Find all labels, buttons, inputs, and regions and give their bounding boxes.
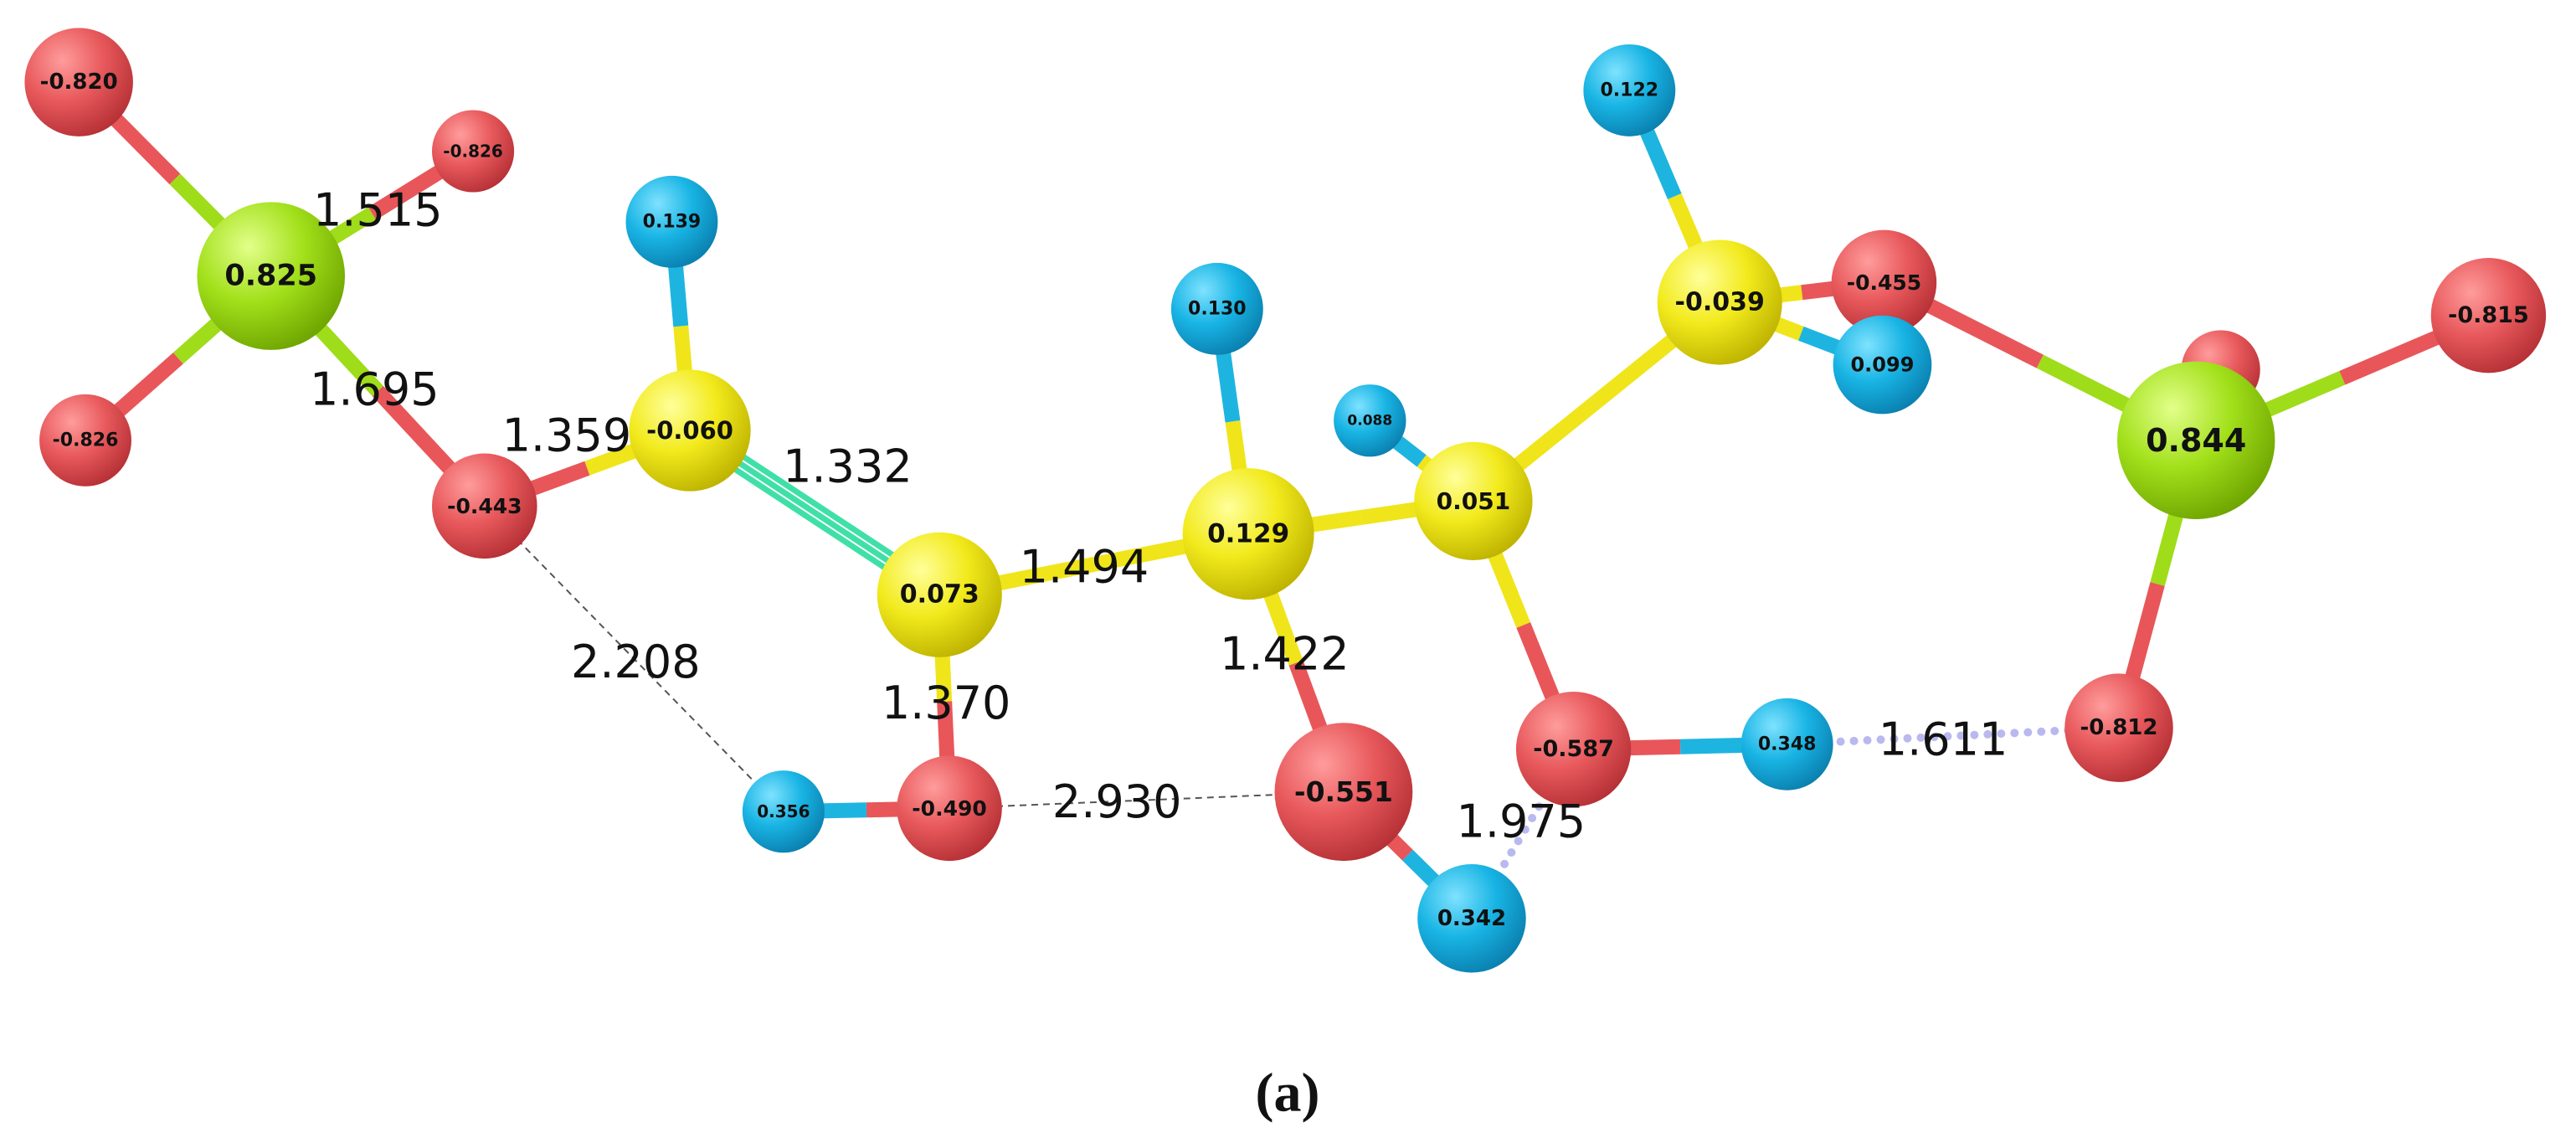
atom-charge: 0.122 [1601, 80, 1659, 100]
atom-charge: -0.820 [40, 70, 118, 95]
bond-labels: 1.515 1.695 1.359 1.332 1.494 1.422 1.370 2.208… [310, 184, 2008, 848]
atom [629, 369, 751, 492]
bond-length: 2.208 [571, 636, 701, 688]
atom [877, 532, 1002, 657]
atom [432, 110, 515, 193]
atom [1583, 44, 1676, 136]
atom [1831, 229, 1937, 336]
atom-charge: 0.130 [1188, 298, 1247, 319]
atom [2430, 258, 2547, 373]
bond-length: 1.422 [1220, 627, 1350, 680]
atom-charge: 0.099 [1850, 353, 1914, 377]
atom [1515, 692, 1632, 807]
bond-length: 1.359 [502, 409, 632, 461]
atom-charge: -0.826 [53, 430, 119, 451]
atom [1740, 698, 1833, 790]
atom [24, 28, 133, 136]
atom [1833, 315, 1932, 415]
bond-length: 1.975 [1457, 796, 1586, 848]
atom [197, 202, 346, 350]
atom [1414, 441, 1533, 561]
atom-charge: -0.443 [447, 494, 522, 518]
atom-charge: -0.039 [1675, 288, 1765, 317]
atom [1657, 239, 1782, 365]
atom-charge: 0.139 [643, 211, 702, 232]
bond-length: 1.515 [313, 184, 443, 237]
atom [625, 175, 718, 268]
atom-charge: 0.073 [900, 580, 979, 610]
atom [39, 394, 131, 487]
atom [432, 453, 537, 559]
atom [1417, 864, 1526, 973]
atom [2117, 361, 2275, 519]
atom [2064, 673, 2173, 782]
atom [742, 770, 825, 853]
atom [897, 755, 1002, 862]
atom-charge: 0.825 [224, 260, 317, 293]
bond-length: 1.494 [1020, 540, 1149, 593]
bond-length: 1.695 [310, 363, 440, 415]
atom-charge: -0.551 [1294, 775, 1393, 808]
atom-charge: -0.826 [443, 142, 503, 162]
atom-charge: 0.088 [1347, 412, 1392, 429]
hydrogen-bond [1782, 723, 2123, 749]
bond-length: 1.611 [1879, 713, 2008, 765]
atom-charge: 0.051 [1437, 487, 1511, 515]
atom-charge: -0.060 [646, 416, 733, 445]
atom-charge: -0.490 [912, 796, 986, 821]
atom [1170, 262, 1263, 355]
contact [484, 505, 784, 812]
atom-charge: 0.342 [1437, 906, 1506, 931]
atom-charge: 0.129 [1207, 519, 1289, 549]
atom [1334, 384, 1406, 457]
atom-charge: 0.356 [757, 801, 810, 821]
atom [1182, 468, 1314, 600]
atom [1274, 723, 1413, 862]
bond-length: 1.332 [783, 440, 913, 493]
atom-charge: -0.455 [1847, 270, 1921, 295]
bond-length: 1.370 [882, 677, 1011, 729]
atom-charge: -0.815 [2448, 302, 2529, 328]
atom-charge: 0.844 [2146, 422, 2246, 459]
bond-length: 2.930 [1052, 775, 1182, 828]
atom-charge: 0.348 [1758, 734, 1817, 754]
atoms: -0.820 -0.826 0.825 -0.826 0.139 -0.443 -0.060… [24, 28, 2547, 973]
atom-charge: -0.587 [1533, 736, 1614, 762]
caption: (a) [1256, 1063, 1320, 1124]
atom-charge: -0.812 [2080, 715, 2157, 740]
